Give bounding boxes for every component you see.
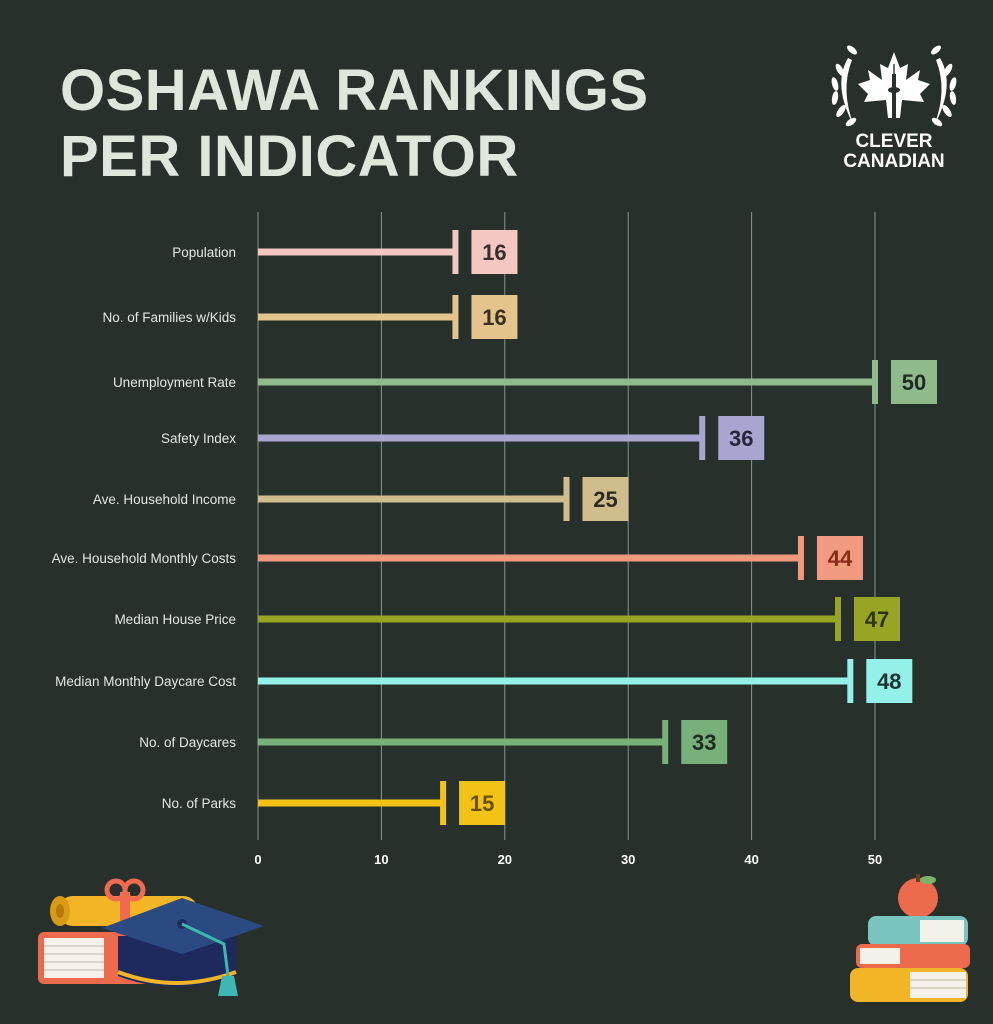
- value-badge: [816, 536, 863, 580]
- bar: [258, 248, 456, 256]
- value-badge: [718, 416, 765, 460]
- value-label: 47: [865, 607, 889, 632]
- title-line-1: OSHAWA RANKINGS: [60, 58, 649, 123]
- grid-lines: [257, 212, 876, 840]
- x-tick-labels: 0 10 20 30 40 50: [254, 852, 882, 867]
- bar-cap: [563, 477, 570, 521]
- category-label: No. of Daycares: [139, 735, 236, 750]
- x-tick-label: 0: [254, 852, 261, 867]
- value-badge: [471, 230, 518, 274]
- logo-wordmark: CLEVER CANADIAN: [826, 132, 962, 172]
- x-tick-label: 30: [621, 852, 635, 867]
- x-tick-label: 50: [868, 852, 882, 867]
- category-label: Ave. Household Income: [93, 492, 236, 507]
- category-label: Unemployment Rate: [113, 375, 236, 390]
- x-tick-label: 10: [374, 852, 388, 867]
- bars: 16 16 50 36 25 44 47 48 33 15: [258, 230, 937, 825]
- bar-cap: [797, 536, 804, 580]
- rankings-bar-chart: Population No. of Families w/Kids Unemploy…: [52, 212, 937, 867]
- value-label: 33: [692, 730, 716, 755]
- bar: [258, 615, 838, 623]
- value-label: 25: [593, 487, 617, 512]
- bar: [258, 738, 666, 746]
- bar: [258, 799, 444, 807]
- bar-cap: [834, 597, 841, 641]
- graduation-cap-books-icon: [38, 878, 264, 996]
- bar-cap: [847, 659, 854, 703]
- bar: [258, 495, 567, 503]
- bar-cap: [440, 781, 447, 825]
- category-labels: Population No. of Families w/Kids Unemploy…: [52, 245, 237, 811]
- page-title: OSHAWA RANKINGS PER INDICATOR: [60, 58, 649, 190]
- bar-cap: [452, 230, 459, 274]
- category-label: No. of Families w/Kids: [102, 310, 236, 325]
- value-label: 16: [482, 305, 506, 330]
- bar: [258, 434, 703, 442]
- bar-cap: [872, 360, 878, 404]
- value-label: 44: [828, 546, 853, 571]
- bar: [258, 554, 801, 562]
- value-label: 48: [877, 669, 901, 694]
- category-label: Ave. Household Monthly Costs: [52, 551, 237, 566]
- category-label: Median Monthly Daycare Cost: [55, 674, 236, 689]
- category-label: Median House Price: [114, 612, 236, 627]
- bar: [258, 378, 875, 386]
- value-badge: [891, 360, 937, 404]
- value-badge: [471, 295, 518, 339]
- category-label: Population: [172, 245, 236, 260]
- title-line-2: PER INDICATOR: [60, 124, 519, 189]
- logo-line-1: CLEVER: [855, 131, 933, 152]
- value-label: 16: [482, 240, 506, 265]
- bar: [258, 677, 851, 685]
- maple-leaf-laurel-icon: [831, 45, 957, 127]
- value-badge: [459, 781, 506, 825]
- x-tick-label: 20: [498, 852, 512, 867]
- category-label: Safety Index: [161, 431, 236, 446]
- logo-line-2: CANADIAN: [843, 151, 945, 172]
- value-badge: [853, 597, 900, 641]
- book-stack-apple-icon: [850, 874, 970, 1002]
- bar-cap: [452, 295, 459, 339]
- category-label: No. of Parks: [162, 796, 237, 811]
- bar: [258, 313, 456, 321]
- value-badge: [582, 477, 629, 521]
- x-tick-label: 40: [744, 852, 758, 867]
- value-label: 50: [902, 370, 926, 395]
- bar-cap: [662, 720, 669, 764]
- value-label: 15: [470, 791, 494, 816]
- clever-canadian-logo: CLEVER CANADIAN: [826, 40, 962, 180]
- value-label: 36: [729, 426, 753, 451]
- value-badge: [866, 659, 913, 703]
- bar-cap: [699, 416, 706, 460]
- value-badge: [681, 720, 728, 764]
